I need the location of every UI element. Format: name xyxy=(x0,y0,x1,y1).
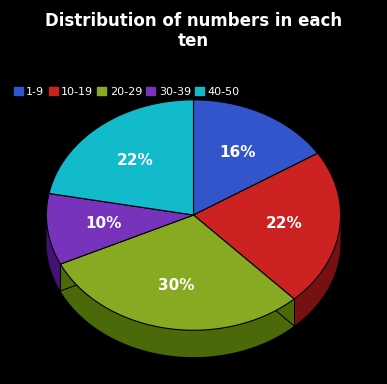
Polygon shape xyxy=(194,100,318,215)
Polygon shape xyxy=(46,215,60,291)
Text: 22%: 22% xyxy=(265,217,302,232)
Polygon shape xyxy=(46,194,194,264)
Polygon shape xyxy=(60,215,294,330)
Legend: 1-9, 10-19, 20-29, 30-39, 40-50: 1-9, 10-19, 20-29, 30-39, 40-50 xyxy=(9,82,244,101)
Polygon shape xyxy=(60,264,294,357)
Text: 30%: 30% xyxy=(158,278,195,293)
Polygon shape xyxy=(194,153,341,299)
Polygon shape xyxy=(49,100,194,215)
Text: 16%: 16% xyxy=(219,145,256,160)
Polygon shape xyxy=(294,215,341,326)
Text: 10%: 10% xyxy=(85,217,121,232)
Text: Distribution of numbers in each
ten: Distribution of numbers in each ten xyxy=(45,12,342,50)
Text: 22%: 22% xyxy=(117,152,154,167)
